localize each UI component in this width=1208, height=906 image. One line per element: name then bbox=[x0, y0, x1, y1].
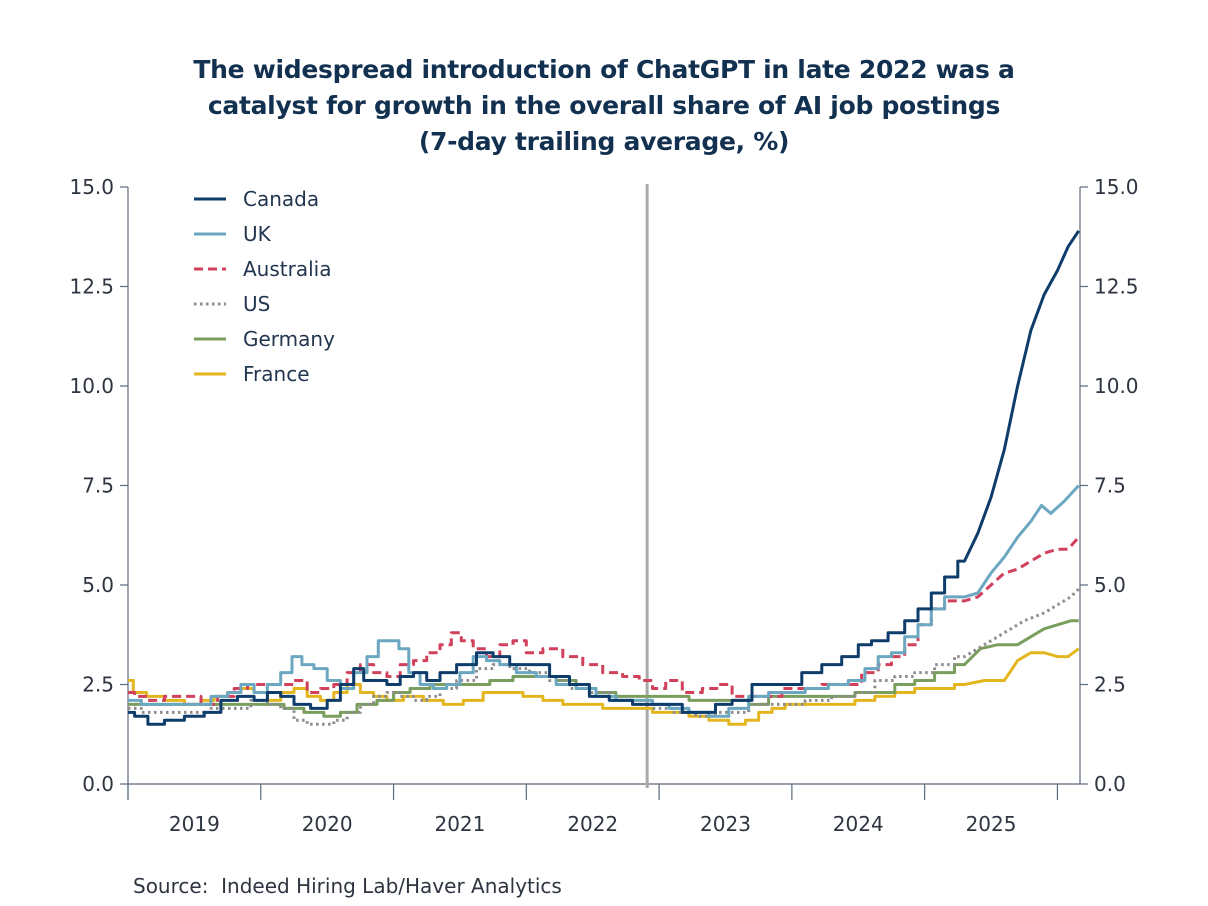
legend-item-canada: Canada bbox=[194, 187, 319, 211]
legend: Canada UK Australia US Germany France bbox=[194, 187, 335, 386]
legend-label: France bbox=[243, 362, 310, 386]
legend-item-us: US bbox=[194, 292, 270, 316]
x-tick-label: 2019 bbox=[169, 812, 220, 836]
y-tick-label-right: 2.5 bbox=[1094, 673, 1126, 697]
legend-label: US bbox=[243, 292, 270, 316]
legend-label: Canada bbox=[243, 187, 319, 211]
legend-item-australia: Australia bbox=[194, 257, 331, 281]
x-tick-label: 2021 bbox=[434, 812, 485, 836]
y-tick-label-left: 10.0 bbox=[69, 374, 114, 398]
y-tick-label-left: 0.0 bbox=[82, 772, 114, 796]
y-tick-label-left: 2.5 bbox=[82, 673, 114, 697]
y-tick-label-right: 10.0 bbox=[1094, 374, 1139, 398]
series-line-canada bbox=[128, 229, 1080, 726]
chart-title-line-3: (7-day trailing average, %) bbox=[418, 127, 790, 156]
legend-item-france: France bbox=[194, 362, 310, 386]
x-tick-label: 2025 bbox=[966, 812, 1017, 836]
chart-title: The widespread introduction of ChatGPT i… bbox=[0, 52, 1208, 160]
source-note: Source: Indeed Hiring Lab/Haver Analytic… bbox=[133, 874, 562, 898]
y-tick-label-right: 7.5 bbox=[1094, 474, 1126, 498]
y-tick-label-left: 15.0 bbox=[69, 175, 114, 199]
legend-label: Australia bbox=[243, 257, 331, 281]
x-tick-label: 2023 bbox=[700, 812, 751, 836]
legend-label: UK bbox=[243, 222, 272, 246]
y-tick-label-right: 0.0 bbox=[1094, 772, 1126, 796]
x-tick-label: 2024 bbox=[833, 812, 884, 836]
chart-title-line-2: catalyst for growth in the overall share… bbox=[207, 91, 1001, 120]
y-tick-label-right: 5.0 bbox=[1094, 573, 1126, 597]
legend-label: Germany bbox=[243, 327, 335, 351]
series-line-france bbox=[128, 647, 1080, 726]
y-tick-label-right: 15.0 bbox=[1094, 175, 1139, 199]
y-tick-label-left: 12.5 bbox=[69, 275, 114, 299]
series-line-uk bbox=[128, 484, 1080, 718]
legend-item-uk: UK bbox=[194, 222, 272, 246]
y-tick-label-right: 12.5 bbox=[1094, 275, 1139, 299]
series-lines bbox=[128, 229, 1080, 726]
y-tick-label-left: 7.5 bbox=[82, 474, 114, 498]
axes: 0.0 0.0 2.5 2.5 5.0 5.0 7.5 7.5 10.0 10.0 12.5 12.5… bbox=[69, 175, 1138, 836]
legend-item-germany: Germany bbox=[194, 327, 335, 351]
x-tick-label: 2020 bbox=[302, 812, 353, 836]
y-tick-label-left: 5.0 bbox=[82, 573, 114, 597]
chart-title-line-1: The widespread introduction of ChatGPT i… bbox=[193, 55, 1015, 84]
x-tick-label: 2022 bbox=[567, 812, 618, 836]
